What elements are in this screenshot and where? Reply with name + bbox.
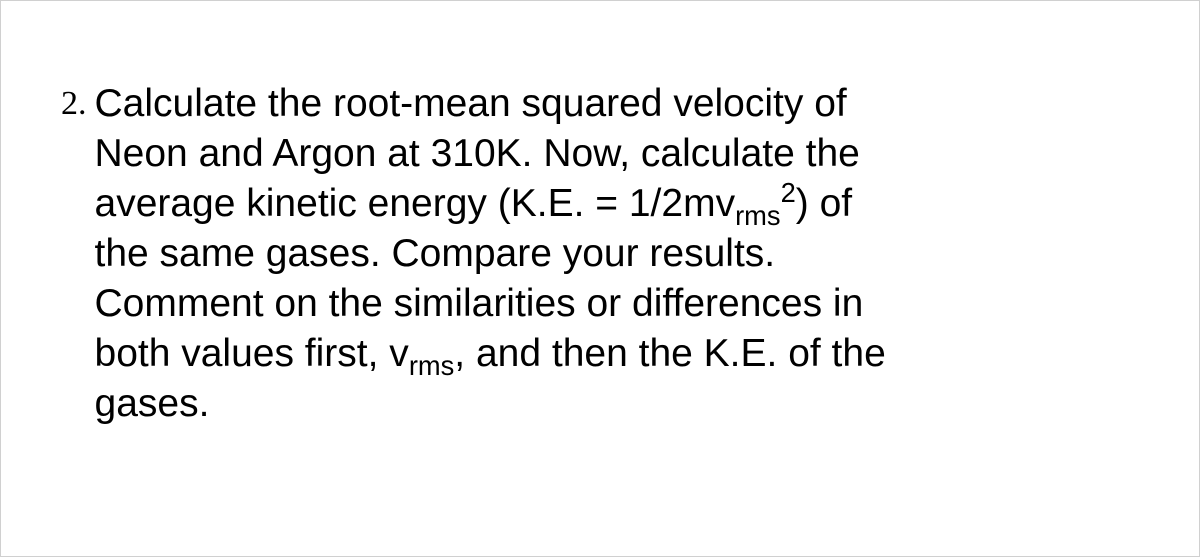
question-line-2: Neon and Argon at 310K. Now, calculate t… <box>95 132 860 175</box>
question-line-6a: both values first, v <box>95 332 409 375</box>
question-number: 2. <box>61 79 87 129</box>
question-item: 2. Calculate the root-mean squared veloc… <box>61 79 1139 429</box>
question-line-3a: average kinetic energy (K.E. = 1/2mv <box>95 182 736 225</box>
question-line-4: the same gases. Compare your results. <box>95 232 776 275</box>
question-line-5: Comment on the similarities or differenc… <box>95 282 864 325</box>
question-line-6b: , and then the K.E. of the <box>454 332 885 375</box>
subscript-rms: rms <box>735 200 780 231</box>
page: 2. Calculate the root-mean squared veloc… <box>0 0 1200 557</box>
question-line-3b: ) of <box>796 182 852 225</box>
question-body: Calculate the root-mean squared velocity… <box>95 79 886 429</box>
subscript-rms-2: rms <box>409 350 454 381</box>
question-line-7: gases. <box>95 382 210 425</box>
question-line-1: Calculate the root-mean squared velocity… <box>95 82 847 125</box>
superscript-2: 2 <box>781 177 796 208</box>
